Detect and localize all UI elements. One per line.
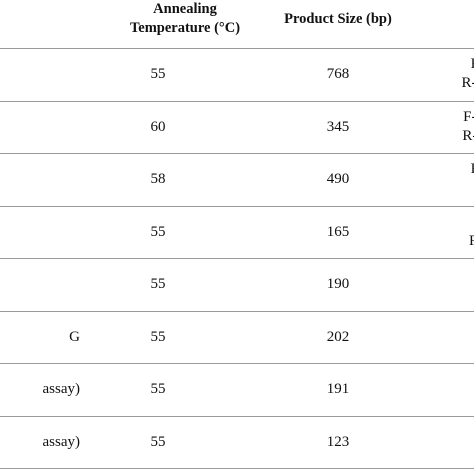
primer-cell: R [444,389,474,408]
target-cell: assay) [42,381,81,398]
primer-cell: F [444,370,474,389]
size-cell: 123 [326,433,350,450]
primer-cell: F- [444,160,474,179]
primer-cell: F [444,213,474,232]
row-rule [0,363,474,364]
primer-cell: R [444,284,474,303]
primer-cell: I [444,337,474,356]
temperature-cell: 55 [150,276,166,293]
size-cell: 490 [326,171,350,188]
row-rule [0,258,474,259]
size-cell: 345 [326,118,350,135]
row-rule [0,310,474,312]
temperature-cell: 55 [150,223,166,240]
temperature-cell: 55 [150,433,166,450]
temperature-cell: 55 [150,66,166,83]
primer-cell: F- [444,55,474,74]
target-cell: assay) [42,433,81,450]
row-rule [0,468,474,469]
header-temperature: Annealing Temperature (°C) [110,0,260,38]
primer-cell: R-g [461,75,474,92]
primer-cell: I [444,318,474,337]
primer-cell: R-a [462,127,474,144]
header-line: Temperature (°C) [129,20,241,36]
size-cell: 191 [326,381,350,398]
temperature-cell: 60 [150,118,166,135]
target-cell: G [69,328,80,345]
primer-cell: R [444,442,474,461]
row-rule [0,415,474,417]
temperature-cell: 58 [150,171,166,188]
header-line: Annealing [153,1,217,17]
row-rule [0,205,474,207]
primer-cell: F [444,423,474,442]
size-cell: 768 [326,66,350,83]
header-rule [0,48,474,49]
size-cell: 165 [326,223,350,240]
primer-cell: F-g [463,108,474,125]
row-rule [0,153,474,154]
primer-cell: R [444,179,474,198]
size-cell: 190 [326,276,350,293]
size-cell: 202 [326,328,350,345]
temperature-cell: 55 [150,328,166,345]
primer-cell: R- [444,232,474,251]
row-rule [0,100,474,102]
header-size: Product Size (bp) [284,11,392,27]
temperature-cell: 55 [150,381,166,398]
